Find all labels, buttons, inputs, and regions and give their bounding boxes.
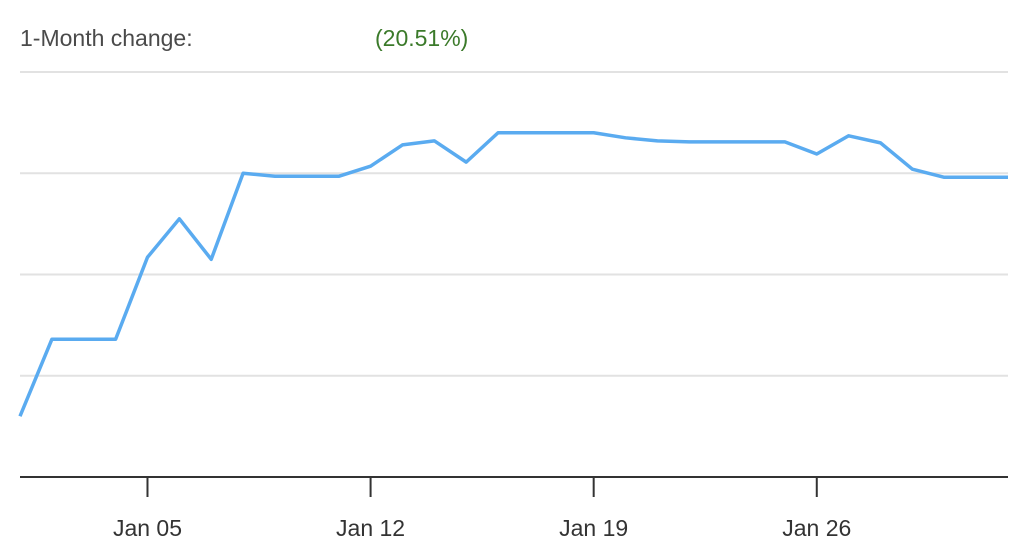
change-label: 1-Month change: xyxy=(20,25,193,51)
x-tick-label: Jan 12 xyxy=(336,515,405,541)
x-tick-label: Jan 19 xyxy=(559,515,628,541)
x-tick-label: Jan 26 xyxy=(782,515,851,541)
x-tick-label: Jan 05 xyxy=(113,515,182,541)
change-value: (20.51%) xyxy=(375,25,468,51)
line-series xyxy=(18,131,1008,417)
